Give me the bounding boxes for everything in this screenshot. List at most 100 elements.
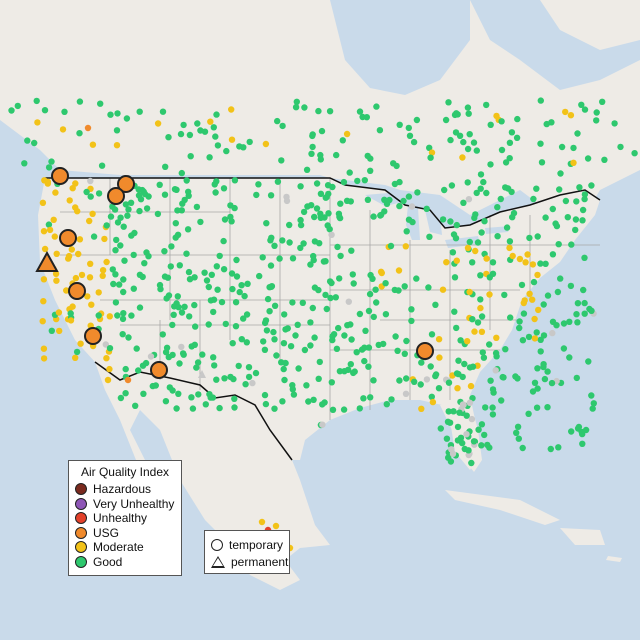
- monitor-dot: [124, 212, 131, 219]
- monitor-dot: [466, 399, 474, 406]
- monitor-dot: [236, 288, 243, 296]
- monitor-dot: [313, 180, 321, 187]
- monitor-dot: [330, 331, 338, 338]
- monitor-dot: [427, 154, 434, 161]
- monitor-dot: [311, 238, 319, 245]
- monitor-dot: [124, 376, 132, 384]
- monitor-dot: [107, 213, 115, 220]
- monitor-dot: [542, 260, 549, 267]
- monitor-dot: [304, 203, 311, 210]
- monitor-dot: [478, 313, 486, 320]
- monitor-dot: [428, 149, 436, 156]
- monitor-dot: [579, 217, 586, 224]
- monitor-dot: [437, 425, 444, 432]
- monitor-dot: [464, 244, 472, 252]
- monitor-dot: [525, 410, 532, 417]
- monitor-dot: [242, 381, 249, 388]
- monitor-dot: [69, 303, 76, 310]
- monitor-dot: [21, 160, 28, 167]
- monitor-dot: [553, 322, 560, 329]
- monitor-dot: [366, 290, 374, 298]
- monitor-dot: [140, 390, 147, 397]
- monitor-dot: [469, 259, 476, 266]
- monitor-dot: [383, 401, 390, 408]
- monitor-dot: [453, 110, 460, 117]
- monitor-dot: [465, 451, 472, 459]
- monitor-dot: [261, 391, 269, 399]
- circle-icon: [211, 538, 223, 551]
- monitor-dot: [534, 365, 541, 372]
- monitor-dot: [271, 302, 279, 309]
- legend-label: Moderate: [93, 540, 144, 555]
- monitor-dot: [154, 120, 162, 127]
- monitor-dot: [464, 145, 472, 153]
- monitor-dot: [266, 308, 273, 315]
- monitor-dot: [301, 104, 308, 111]
- usg-temporary-site: [51, 167, 69, 185]
- monitor-dot: [503, 224, 511, 231]
- monitor-dot: [372, 286, 379, 293]
- monitor-dot: [284, 325, 291, 332]
- monitor-dot: [186, 313, 193, 320]
- monitor-dot: [572, 226, 579, 234]
- monitor-dot: [213, 111, 220, 118]
- monitor-dot: [470, 139, 478, 146]
- monitor-dot: [165, 134, 172, 141]
- monitor-dot: [515, 435, 522, 442]
- monitor-dot: [89, 141, 97, 148]
- monitor-dot: [547, 445, 554, 453]
- monitor-dot: [167, 263, 174, 270]
- monitor-dot: [31, 139, 38, 147]
- monitor-dot: [303, 166, 311, 173]
- monitor-dot: [540, 301, 547, 308]
- usg-swatch: [75, 526, 87, 539]
- monitor-dot: [492, 367, 499, 374]
- monitor-dot: [489, 386, 497, 393]
- monitor-dot: [255, 181, 262, 188]
- monitor-dot: [467, 382, 475, 390]
- monitor-dot: [301, 346, 309, 354]
- monitor-dot: [210, 308, 217, 316]
- monitor-dot: [256, 272, 263, 280]
- monitor-dot: [574, 300, 582, 307]
- monitor-dot: [381, 208, 388, 215]
- monitor-dot: [262, 140, 270, 148]
- unhealthy-swatch: [75, 512, 87, 525]
- monitor-dot: [456, 409, 463, 416]
- monitor-dot: [564, 214, 571, 221]
- monitor-dot: [454, 385, 461, 392]
- monitor-dot: [297, 183, 304, 190]
- monitor-dot: [356, 108, 364, 115]
- monitor-dot: [581, 191, 589, 198]
- monitor-dot: [516, 318, 523, 325]
- monitor-dot: [211, 362, 218, 369]
- monitor-dot: [468, 415, 476, 423]
- monitor-dot: [369, 275, 376, 282]
- legend-item-moderate: Moderate: [75, 540, 175, 555]
- monitor-dot: [280, 340, 288, 347]
- monitor-dot: [560, 345, 568, 352]
- monitor-dot: [72, 274, 80, 282]
- legend-item-permanent: permanent: [211, 553, 288, 570]
- monitor-dot: [183, 177, 190, 184]
- monitor-dot: [581, 106, 589, 113]
- monitor-dot: [50, 216, 57, 223]
- monitor-dot: [486, 444, 493, 451]
- monitor-dot: [45, 164, 53, 171]
- monitor-dot: [154, 210, 162, 218]
- monitor-dot: [350, 280, 357, 287]
- monitor-dot: [221, 216, 229, 223]
- aqi-legend: Air Quality Index Hazardous Very Unhealt…: [68, 460, 182, 576]
- monitor-dot: [480, 178, 487, 186]
- monitor-dot: [323, 305, 330, 313]
- monitor-dot: [334, 243, 341, 251]
- legend-item-usg: USG: [75, 526, 175, 541]
- monitor-dot: [567, 282, 575, 290]
- monitor-dot: [87, 193, 94, 200]
- monitor-dot: [403, 337, 410, 345]
- monitor-dot: [136, 108, 143, 115]
- monitor-dot: [309, 304, 316, 312]
- monitor-dot: [537, 140, 544, 147]
